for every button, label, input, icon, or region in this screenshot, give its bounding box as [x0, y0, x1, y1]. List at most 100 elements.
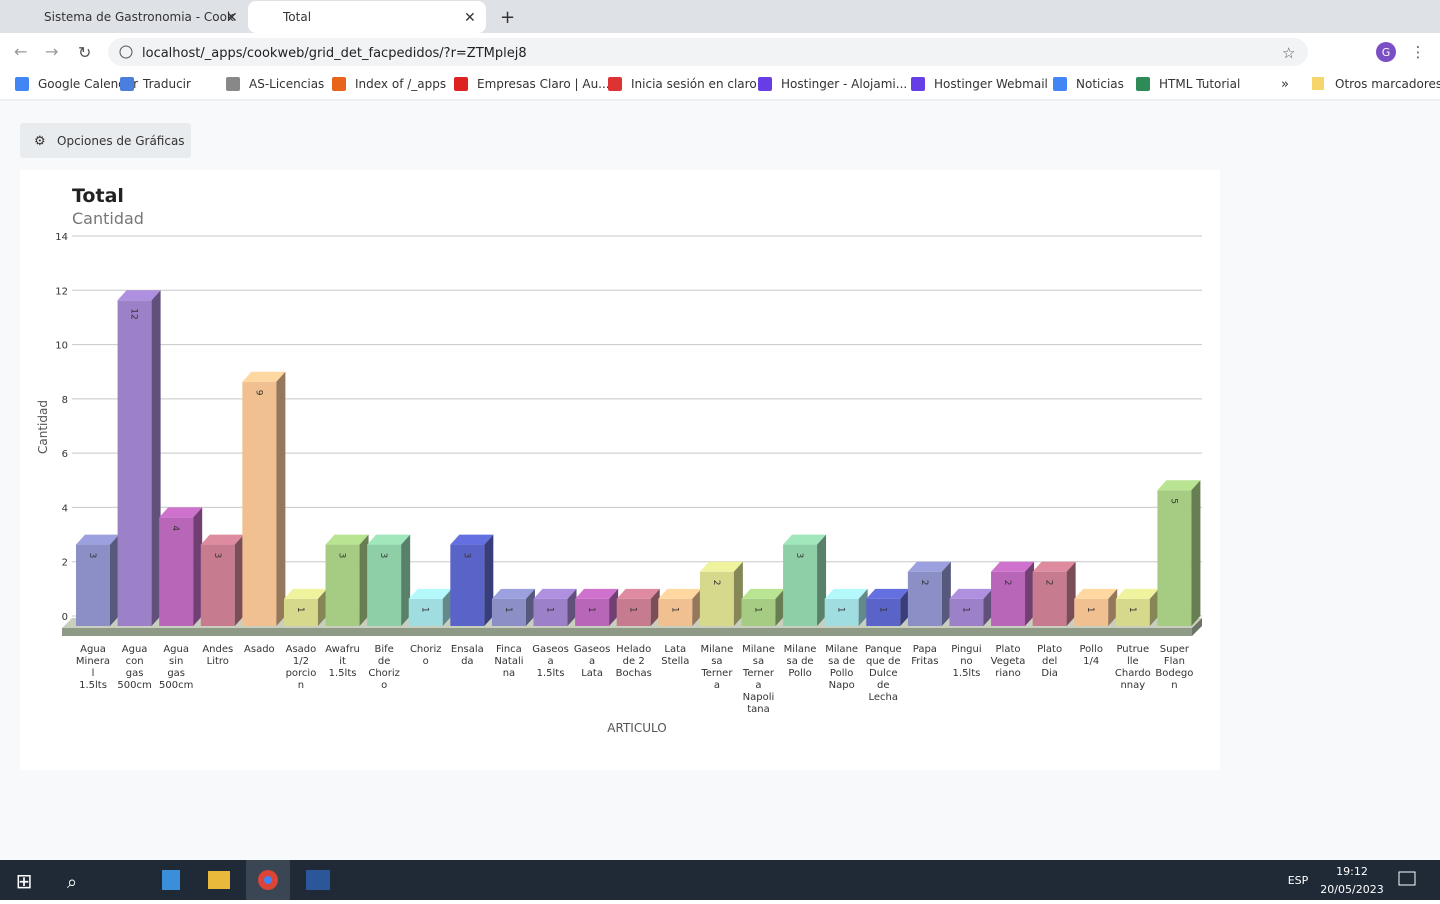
- clock-date[interactable]: 20/05/2023: [1320, 883, 1383, 896]
- bookmark[interactable]: Traducir: [142, 77, 191, 91]
- bar-side: [484, 534, 494, 626]
- bar-side: [317, 588, 327, 626]
- bar: [283, 588, 327, 626]
- bookmark[interactable]: Index of /_apps: [355, 77, 446, 91]
- tab-close[interactable]: ✕: [226, 10, 238, 26]
- bar-front: [408, 598, 443, 626]
- bar-side: [1025, 561, 1035, 626]
- bar-front: [200, 544, 235, 626]
- x-tick-label: Pingui no 1.5lts: [951, 644, 981, 679]
- search[interactable]: ⌕: [67, 872, 77, 893]
- x-tick-label: Awafru it 1.5lts: [325, 644, 360, 679]
- star[interactable]: ☆: [1282, 44, 1295, 62]
- start[interactable]: ⊞: [16, 869, 33, 893]
- tab-close[interactable]: ✕: [464, 10, 476, 26]
- menu[interactable]: ⋮: [1411, 43, 1426, 61]
- bar-side: [1066, 561, 1076, 626]
- bar-top: [1032, 561, 1076, 572]
- bar-top: [1157, 480, 1201, 491]
- button-label[interactable]: Opciones de Gráficas: [57, 134, 185, 148]
- profile-initial[interactable]: G: [1382, 46, 1391, 59]
- x-tick-label: Pollo 1/4: [1079, 644, 1102, 667]
- bar-front: [991, 571, 1026, 626]
- y-tick-label: 2: [62, 558, 68, 569]
- x-tick-label: Agua con gas 500cm: [117, 644, 151, 691]
- gear-icon[interactable]: ⚙: [34, 134, 46, 149]
- app-icon[interactable]: [208, 871, 230, 889]
- bar-front: [1115, 598, 1150, 626]
- tab-title[interactable]: Total: [282, 10, 311, 24]
- bookmark[interactable]: Noticias: [1076, 77, 1124, 91]
- bar: [949, 588, 993, 626]
- bookmark[interactable]: Otros marcadores: [1335, 77, 1440, 91]
- x-tick-label: Gaseos a 1.5lts: [532, 644, 569, 679]
- value-label: 1: [1085, 607, 1095, 613]
- more-bookmarks[interactable]: »: [1281, 77, 1289, 92]
- chart-title: Total: [72, 185, 124, 207]
- bar-front: [658, 598, 693, 626]
- bookmark[interactable]: Google Calendar: [38, 77, 138, 91]
- bar-side: [900, 588, 910, 626]
- app-icon[interactable]: [162, 870, 180, 890]
- value-label: 1: [752, 607, 762, 613]
- notifications[interactable]: [1398, 871, 1416, 886]
- bar: [159, 507, 203, 626]
- value-label: 5: [1168, 498, 1178, 504]
- bar-side: [775, 588, 785, 626]
- value-label: 1: [1127, 607, 1137, 613]
- bar-side: [650, 588, 660, 626]
- forward[interactable]: →: [45, 42, 58, 61]
- active-tab[interactable]: [248, 1, 486, 33]
- value-label: 1: [295, 607, 305, 613]
- y-tick-label: 10: [55, 341, 68, 352]
- bar-front: [283, 598, 318, 626]
- value-label: 1: [669, 607, 679, 613]
- bookmark[interactable]: Inicia sesión en claro: [631, 77, 757, 91]
- tab-title[interactable]: Sistema de Gastronomia - Cook: [44, 10, 234, 24]
- bookmark-icon: [1053, 77, 1067, 91]
- omnibox[interactable]: [108, 38, 1308, 66]
- value-label: 1: [503, 607, 513, 613]
- chrome-icon[interactable]: [264, 876, 272, 884]
- profile[interactable]: [1376, 42, 1396, 62]
- bookmark[interactable]: HTML Tutorial: [1159, 77, 1240, 91]
- bookmark[interactable]: Hostinger - Alojami...: [781, 77, 907, 91]
- value-label: 2: [1002, 580, 1012, 586]
- bar-top: [533, 588, 577, 599]
- bar-front: [76, 544, 110, 626]
- bookmark-icon: [454, 77, 468, 91]
- back[interactable]: ←: [14, 42, 27, 61]
- new-tab[interactable]: +: [500, 7, 515, 28]
- reload[interactable]: ↻: [78, 43, 91, 62]
- x-tick-label: Helado de 2 Bochas: [616, 644, 652, 679]
- bar: [991, 561, 1035, 626]
- bookmark[interactable]: Hostinger Webmail: [934, 77, 1048, 91]
- x-tick-label: Plato Vegeta riano: [991, 644, 1026, 679]
- bookmark[interactable]: Empresas Claro | Au...: [477, 77, 610, 91]
- bar-top: [325, 534, 369, 545]
- bar-front: [1074, 598, 1109, 626]
- options-button[interactable]: [20, 123, 191, 158]
- bar-side: [151, 290, 161, 626]
- info-icon[interactable]: [119, 45, 133, 59]
- value-label: 2: [1044, 580, 1054, 586]
- clock-time[interactable]: 19:12: [1336, 865, 1368, 878]
- bar-side: [401, 534, 411, 626]
- bookmark[interactable]: AS-Licencias: [249, 77, 324, 91]
- word-icon[interactable]: [306, 870, 330, 890]
- bar: [408, 588, 452, 626]
- bar-front: [824, 598, 859, 626]
- bar-top: [408, 588, 452, 599]
- y-axis-title: Cantidad: [36, 400, 50, 454]
- bar-front: [367, 544, 402, 626]
- language[interactable]: ESP: [1288, 874, 1309, 887]
- url[interactable]: localhost/_apps/cookweb/grid_det_facpedi…: [142, 46, 527, 61]
- value-label: 12: [129, 308, 139, 319]
- x-tick-label: Agua Minera l 1.5lts: [76, 644, 110, 691]
- bar: [1157, 480, 1201, 626]
- bookmark-icon: [608, 77, 622, 91]
- x-tick-label: Milane sa de Pollo: [784, 644, 817, 679]
- bar: [575, 588, 619, 626]
- bar-front: [783, 544, 818, 626]
